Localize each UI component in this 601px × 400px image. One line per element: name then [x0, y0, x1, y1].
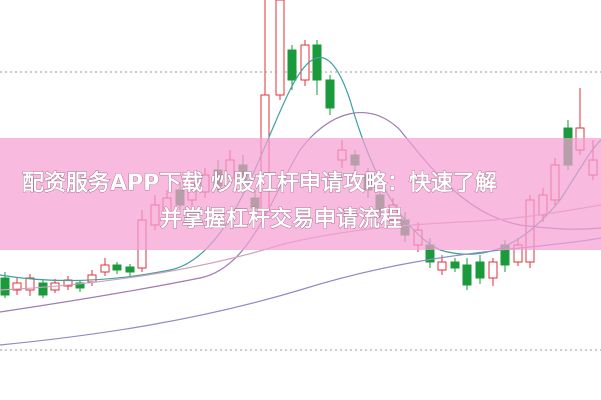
- ma-line: [0, 237, 601, 346]
- candle-body: [437, 261, 447, 271]
- candle-body: [125, 266, 135, 273]
- candle-body: [87, 274, 97, 283]
- candle-body: [312, 44, 322, 81]
- candle-body: [75, 282, 85, 289]
- candle-body: [38, 282, 48, 296]
- candle-body: [12, 282, 22, 291]
- candle-body: [300, 44, 310, 81]
- candle-body: [287, 49, 297, 81]
- candle-body: [25, 277, 35, 291]
- banner: [0, 138, 601, 250]
- candle-body: [100, 264, 110, 273]
- candle-body: [488, 261, 498, 279]
- candle-body: [0, 277, 10, 296]
- banner-line: 配资服务APP下载 炒股杠杆申请攻略：快速了解: [22, 170, 497, 196]
- candle-body: [462, 264, 472, 286]
- banner-line: 并掌握杠杆交易申请流程: [160, 206, 402, 232]
- candle-body: [450, 261, 460, 269]
- candle-body: [112, 264, 122, 271]
- candle-body: [325, 79, 335, 109]
- candle-body: [475, 261, 485, 279]
- candle-body: [275, 0, 285, 96]
